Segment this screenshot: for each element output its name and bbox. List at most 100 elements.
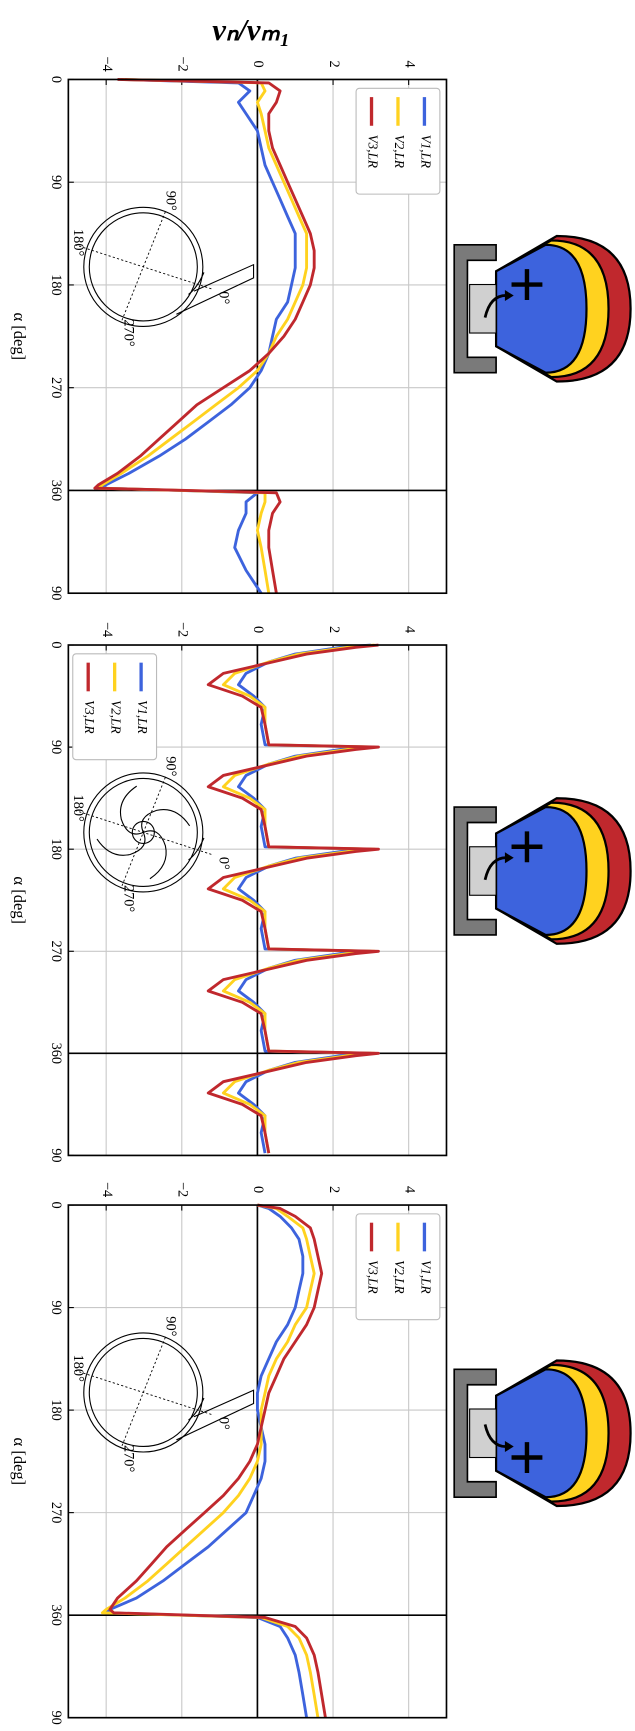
inset-inner	[88, 777, 198, 887]
inset-alpha-arrow	[188, 272, 205, 295]
y-tick-label: 4	[401, 1186, 417, 1193]
series-line	[108, 1203, 327, 1718]
pump-icon	[453, 234, 632, 383]
x-tick-label: 270	[48, 941, 64, 962]
series-line	[97, 78, 309, 594]
inset-label: 0°	[215, 1417, 231, 1430]
inset-label: 180°	[70, 1355, 86, 1382]
y-tick-label: 2	[326, 60, 342, 67]
inset-inner	[88, 1337, 198, 1448]
inset-label: 90°	[162, 1316, 178, 1336]
chart: −4 −2 0 2 4 0 90 180 270 360 90 α [deg] V1,LR V2,LR V3…	[10, 56, 448, 600]
plot-frame	[67, 644, 448, 1157]
x-tick-label: 90	[48, 586, 64, 600]
x-tick-label: 180	[48, 274, 64, 296]
y-tick-label: −4	[99, 622, 115, 637]
inset-alpha-arrow	[188, 1397, 205, 1421]
x-tick-label: 90	[48, 740, 64, 754]
inset-blade	[143, 830, 167, 880]
x-tick-label: 360	[48, 1043, 64, 1064]
inset-outer	[83, 1332, 204, 1453]
y-tick-label: 0	[250, 60, 266, 67]
inset-outlet	[176, 263, 255, 315]
inset-outer	[83, 772, 204, 893]
y-tick-label: −2	[175, 56, 191, 71]
x-tick-label: 90	[48, 1300, 64, 1314]
inset-label: 180°	[70, 229, 86, 256]
x-axis-label: α [deg]	[10, 313, 29, 361]
legend-label: V3,LR	[82, 700, 97, 733]
x-tick-label: 90	[48, 1711, 64, 1725]
legend-label: V3,LR	[365, 1260, 380, 1293]
x-axis-label: α [deg]	[10, 1438, 29, 1486]
pump-shaft	[469, 283, 497, 334]
inset-label: 270°	[121, 1445, 137, 1472]
series-line	[206, 643, 380, 1154]
pump-casing	[453, 1368, 497, 1499]
inset-label: 270°	[121, 319, 137, 346]
flow-arrow-head	[504, 290, 514, 302]
pump-casing	[453, 244, 497, 374]
inset-label: 0°	[215, 291, 231, 304]
inset-outer	[83, 206, 204, 327]
series-line	[93, 78, 316, 594]
legend-label: V2,LR	[392, 1260, 407, 1293]
y-tick-label: 0	[250, 1186, 266, 1193]
inset-axes	[74, 211, 212, 323]
y-tick-label: −2	[175, 622, 191, 637]
flow-arrow-head	[504, 1440, 514, 1452]
legend-label: V3,LR	[365, 135, 380, 168]
y-tick-label: 0	[250, 626, 266, 633]
y-tick-label: −4	[99, 1182, 115, 1197]
x-tick-label: 360	[48, 480, 64, 502]
series-line	[100, 1203, 320, 1718]
figure-title: vₙ/vₘ₁	[212, 13, 290, 47]
inset-diagram: 90° 180° 270° 0°	[70, 756, 232, 912]
legend-label: V1,LR	[418, 1260, 433, 1293]
x-tick-label: 180	[48, 838, 64, 859]
legend: V1,LR V2,LR V3,LR	[355, 87, 441, 195]
pump-body-blue	[494, 805, 588, 937]
y-tick-label: −4	[99, 56, 115, 71]
x-tick-label: 0	[48, 641, 64, 648]
inset-label: 0°	[215, 857, 231, 870]
inset-label: 90°	[162, 756, 178, 776]
y-tick-label: 4	[401, 626, 417, 633]
legend-box	[355, 1213, 441, 1321]
legend: V1,LR V2,LR V3,LR	[72, 653, 158, 761]
pump-casing	[453, 806, 497, 936]
x-tick-label: 270	[48, 1502, 64, 1524]
legend-label: V2,LR	[109, 700, 124, 733]
x-tick-label: 360	[48, 1604, 64, 1626]
legend-box	[355, 87, 441, 195]
x-tick-label: 270	[48, 377, 64, 399]
series-line	[100, 78, 297, 594]
x-tick-label: 90	[48, 175, 64, 189]
pump-icon	[453, 1359, 632, 1508]
inset-blade	[96, 832, 146, 856]
inset-inner	[88, 212, 198, 322]
pump-shaft	[469, 846, 497, 896]
plus-sign	[511, 1442, 543, 1473]
legend-label: V2,LR	[392, 135, 407, 168]
inset-blade	[119, 785, 144, 835]
pump-body-blue	[494, 243, 588, 374]
pump-shaft	[469, 1408, 497, 1459]
inset-label: 90°	[162, 191, 178, 211]
pump-icon	[453, 797, 632, 945]
x-tick-label: 180	[48, 1399, 64, 1421]
inset-outlet	[176, 1389, 255, 1441]
plot-frame	[67, 78, 448, 595]
inset-axes	[74, 777, 212, 888]
series-line	[237, 643, 373, 1154]
legend-box	[72, 653, 158, 761]
x-tick-label: 0	[48, 76, 64, 83]
series-line	[104, 1203, 309, 1718]
inset-diagram: 90° 180° 270° 0°	[70, 1316, 255, 1472]
plus-sign	[511, 269, 543, 300]
inset-blade	[141, 809, 191, 833]
y-tick-label: 2	[326, 626, 342, 633]
inset-label: 180°	[70, 795, 86, 822]
x-tick-label: 0	[48, 1201, 64, 1208]
